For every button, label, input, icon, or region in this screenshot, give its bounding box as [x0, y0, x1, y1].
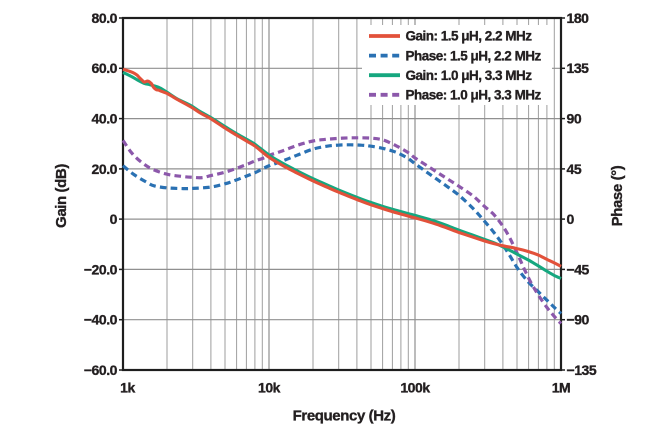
svg-text:180: 180 [567, 10, 590, 26]
svg-text:45: 45 [567, 161, 582, 177]
svg-text:100k: 100k [400, 380, 430, 396]
svg-text:40.0: 40.0 [92, 111, 118, 127]
svg-text:80.0: 80.0 [92, 10, 118, 26]
svg-text:Frequency (Hz): Frequency (Hz) [293, 408, 396, 425]
svg-text:0: 0 [567, 211, 575, 227]
svg-text:60.0: 60.0 [92, 60, 118, 76]
svg-text:−45: −45 [567, 261, 590, 277]
svg-text:Gain: 1.0 μH, 3.3 MHz: Gain: 1.0 μH, 3.3 MHz [406, 68, 533, 83]
svg-text:−60.0: −60.0 [84, 362, 118, 378]
svg-text:Gain (dB): Gain (dB) [53, 164, 70, 228]
svg-text:Phase (°): Phase (°) [609, 165, 626, 226]
svg-text:20.0: 20.0 [92, 161, 118, 177]
svg-text:1M: 1M [552, 380, 571, 396]
svg-text:1k: 1k [120, 380, 135, 396]
svg-text:−135: −135 [567, 362, 597, 378]
svg-text:−40.0: −40.0 [84, 312, 118, 328]
svg-text:−90: −90 [567, 312, 590, 328]
svg-text:0: 0 [110, 211, 118, 227]
svg-text:10k: 10k [258, 380, 281, 396]
svg-text:Phase: 1.5 μH, 2.2 MHz: Phase: 1.5 μH, 2.2 MHz [406, 48, 542, 63]
svg-text:90: 90 [567, 111, 582, 127]
svg-text:135: 135 [567, 60, 590, 76]
svg-text:Phase: 1.0 μH, 3.3 MHz: Phase: 1.0 μH, 3.3 MHz [406, 88, 542, 103]
svg-text:−20.0: −20.0 [84, 261, 118, 277]
svg-text:Gain: 1.5 μH, 2.2 MHz: Gain: 1.5 μH, 2.2 MHz [406, 29, 533, 44]
